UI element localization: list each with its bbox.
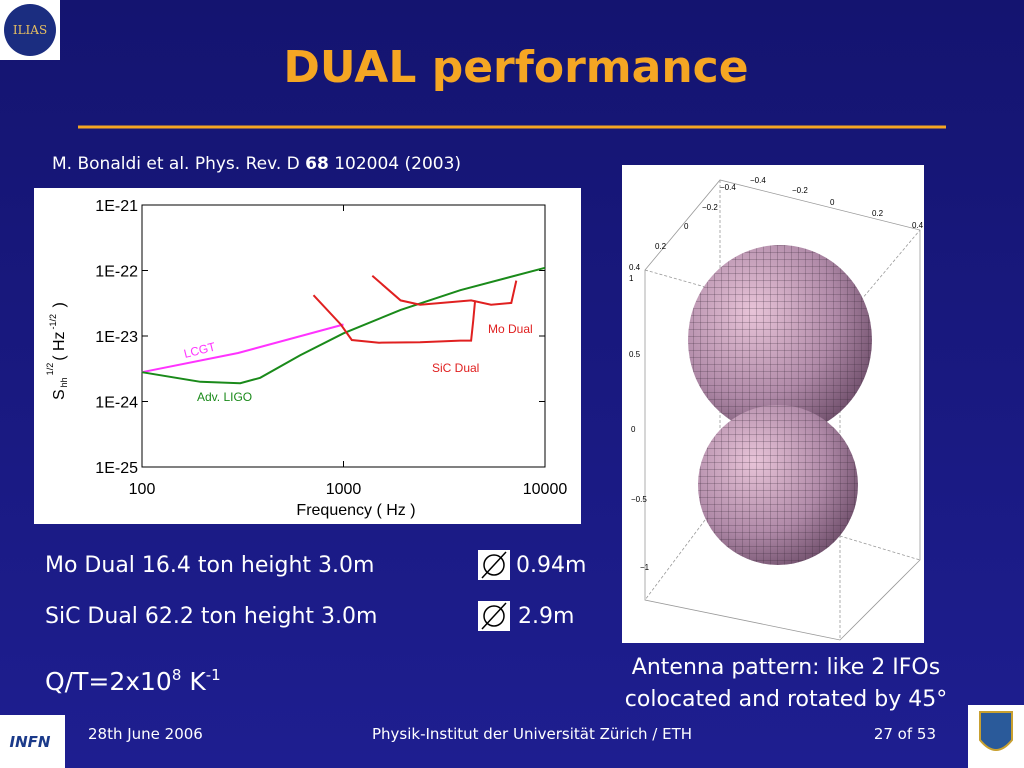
y-axis-label-part: hh: [59, 377, 69, 387]
antenna-tick-label: 0: [631, 425, 636, 434]
logo-text: INFN: [10, 733, 51, 751]
x-axis-label: Frequency ( Hz ): [296, 502, 415, 519]
antenna-tick-label: 0.5: [629, 350, 641, 359]
diameter-symbol: [483, 554, 505, 576]
diameter: 2.9m: [518, 604, 574, 629]
diameter-slash: [481, 551, 507, 579]
antenna-tick-label: −0.2: [792, 186, 808, 195]
antenna-tick-label: −0.4: [750, 176, 766, 185]
series-line: [312, 294, 477, 344]
y-tick-label: 1E-25: [95, 460, 138, 477]
y-axis-label: Shh 1/2 ( Hz-1/2 ): [45, 302, 69, 400]
citation-pre: M. Bonaldi et al. Phys. Rev. D: [52, 154, 305, 174]
spec-line: SiC Dual 62.2 ton height 3.0m: [45, 604, 377, 629]
antenna-tick-label: 0.4: [912, 221, 924, 230]
series-label: Adv. LIGO: [197, 390, 252, 404]
citation-volume: 68: [305, 154, 329, 174]
caption: Antenna pattern: like 2 IFOs: [632, 655, 940, 680]
x-tick-label: 10000: [523, 481, 568, 498]
footer-page: 27 of 53: [874, 725, 936, 743]
citation: M. Bonaldi et al. Phys. Rev. D 68 102004…: [52, 154, 461, 174]
x-tick-label: 1000: [326, 481, 362, 498]
antenna-tick-label: 0: [684, 222, 689, 231]
footer: 28th June 2006 Physik-Institut der Unive…: [88, 725, 936, 743]
crest: [979, 711, 1013, 751]
y-axis-label-part: S: [51, 389, 68, 400]
spec-line: Mo Dual 16.4 ton height 3.0m: [45, 553, 374, 578]
citation-post: 102004 (2003): [329, 154, 461, 174]
antenna-tick-label: 0.4: [629, 263, 641, 272]
footer-date: 28th June 2006: [88, 725, 203, 743]
y-tick-label: 1E-22: [95, 264, 138, 281]
series-line: [371, 275, 518, 306]
diameter-symbol: [483, 605, 505, 627]
diameter-slash: [481, 602, 507, 630]
footer-institute: Physik-Institut der Universität Zürich /…: [372, 725, 692, 743]
qt-base: Q/T=2x10: [45, 667, 172, 696]
antenna-tick-label: −0.2: [702, 203, 718, 212]
series-line: [141, 266, 546, 385]
antenna-tick-label: 0.2: [872, 209, 884, 218]
antenna-tick-label: 0.2: [655, 242, 667, 251]
diameter: 0.94m: [516, 553, 586, 578]
chart: 1E-21 1E-22 1E-23 1E-24 1E-25 100 1000 10000 Fre…: [45, 198, 567, 519]
lower-mesh: [698, 405, 858, 565]
qt-unit: K: [181, 667, 206, 696]
antenna-tick-label: −0.4: [720, 183, 736, 192]
y-axis-label-part: 1/2: [45, 363, 55, 376]
y-tick-label: 1E-24: [95, 395, 138, 412]
spec-lines: Mo Dual 16.4 ton height 3.0m 0.94m SiC D…: [45, 550, 586, 631]
y-axis-label-part: ( Hz: [51, 331, 68, 360]
logo-box: [0, 715, 65, 768]
antenna-tick-label: 1: [629, 274, 634, 283]
chart-box: [34, 188, 581, 524]
qt: Q/T=2x108 K-1: [45, 666, 221, 696]
qt-exp: 8: [172, 666, 182, 684]
series-label: SiC Dual: [432, 361, 479, 375]
series-label: Mo Dual: [488, 322, 533, 336]
logo: [4, 4, 56, 56]
caption: colocated and rotated by 45°: [625, 687, 947, 712]
logo-text: ILIAS: [13, 23, 47, 37]
y-axis-label-part: -1/2: [48, 314, 58, 330]
antenna-tick-label: −0.5: [631, 495, 647, 504]
antenna-tick-label: −1: [640, 563, 650, 572]
title: DUAL performance: [283, 42, 748, 93]
series-line: [141, 323, 344, 374]
upper-mesh: [688, 245, 872, 435]
y-axis-label-part: ): [51, 302, 68, 312]
x-tick-label: 100: [129, 481, 156, 498]
antenna-ticks: −0.4 −0.2 0 0.2 0.4 −0.4 −0.2 0 0.2 0.4 1 0.5 0 −0.5 −…: [629, 176, 924, 572]
qt-unit-exp: -1: [206, 666, 221, 684]
antenna-tick-label: 0: [830, 198, 835, 207]
y-tick-label: 1E-23: [95, 329, 138, 346]
antenna-lobes: [688, 245, 872, 565]
y-tick-label: 1E-21: [95, 198, 138, 215]
